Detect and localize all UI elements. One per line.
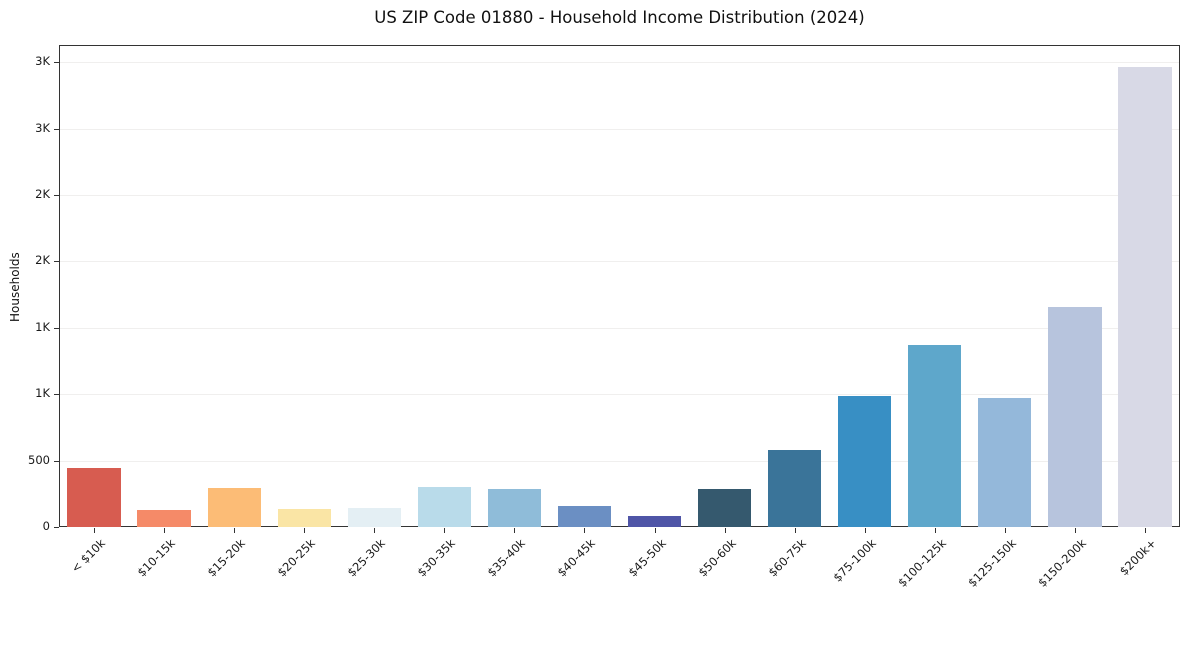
x-tick-mark [164, 528, 166, 533]
y-gridline [60, 195, 1179, 197]
y-tick-mark [54, 261, 59, 263]
y-gridline [60, 394, 1179, 396]
bar-35-40k [487, 489, 542, 527]
y-gridline [60, 62, 1179, 64]
bar-15-20k [207, 487, 261, 527]
y-tick-mark [54, 195, 59, 197]
y-tick-label: 2K [35, 187, 50, 202]
x-tick-label-10k: < $10k [68, 536, 108, 576]
x-tick-mark [724, 528, 726, 533]
y-gridline [60, 261, 1179, 263]
y-tick-mark [54, 327, 59, 329]
y-tick-label: 1K [35, 319, 50, 334]
x-tick-mark [94, 528, 96, 533]
y-tick-label: 3K [35, 54, 50, 69]
bar-50-60k [697, 489, 752, 527]
bar-150-200k [1048, 307, 1102, 527]
y-tick-label: 0 [42, 519, 50, 533]
bar-75-100k [838, 395, 892, 527]
x-tick-mark [1144, 528, 1146, 533]
bar-200k+ [1118, 66, 1172, 527]
bar-125-150k [978, 397, 1032, 527]
x-tick-mark [864, 528, 866, 533]
x-tick-mark [444, 528, 446, 533]
y-tick-mark [54, 460, 59, 462]
y-gridline [60, 327, 1179, 329]
x-tick-mark [304, 528, 306, 533]
bar-60-75k [768, 449, 822, 527]
y-tick-mark [54, 394, 59, 396]
bar-10-15k [137, 509, 191, 527]
y-tick-label: 2K [35, 253, 50, 268]
y-gridline [60, 460, 1179, 462]
x-tick-mark [374, 528, 376, 533]
x-tick-mark [934, 528, 936, 533]
bar-40-45k [557, 505, 612, 527]
y-tick-mark [54, 62, 59, 64]
x-tick-mark [514, 528, 516, 533]
x-tick-mark [584, 528, 586, 533]
y-tick-mark [54, 128, 59, 130]
bar-10k [67, 467, 121, 527]
bar-20-25k [277, 509, 331, 527]
bar-30-35k [417, 486, 471, 527]
x-tick-mark [654, 528, 656, 533]
x-tick-mark [234, 528, 236, 533]
y-tick-label: 500 [28, 452, 50, 467]
x-tick-mark [794, 528, 796, 533]
bar-45-50k [627, 516, 682, 527]
chart-title: US ZIP Code 01880 - Household Income Dis… [374, 8, 865, 27]
y-tick-label: 3K [35, 120, 50, 135]
income-distribution-figure: US ZIP Code 01880 - Household Income Dis… [8, 8, 1180, 590]
y-tick-label: 1K [35, 386, 50, 401]
x-tick-mark [1074, 528, 1076, 533]
bar-100-125k [908, 345, 962, 527]
x-tick-mark [1004, 528, 1006, 533]
y-tick-mark [54, 527, 59, 528]
y-gridline [60, 128, 1179, 130]
bar-25-30k [347, 508, 401, 527]
